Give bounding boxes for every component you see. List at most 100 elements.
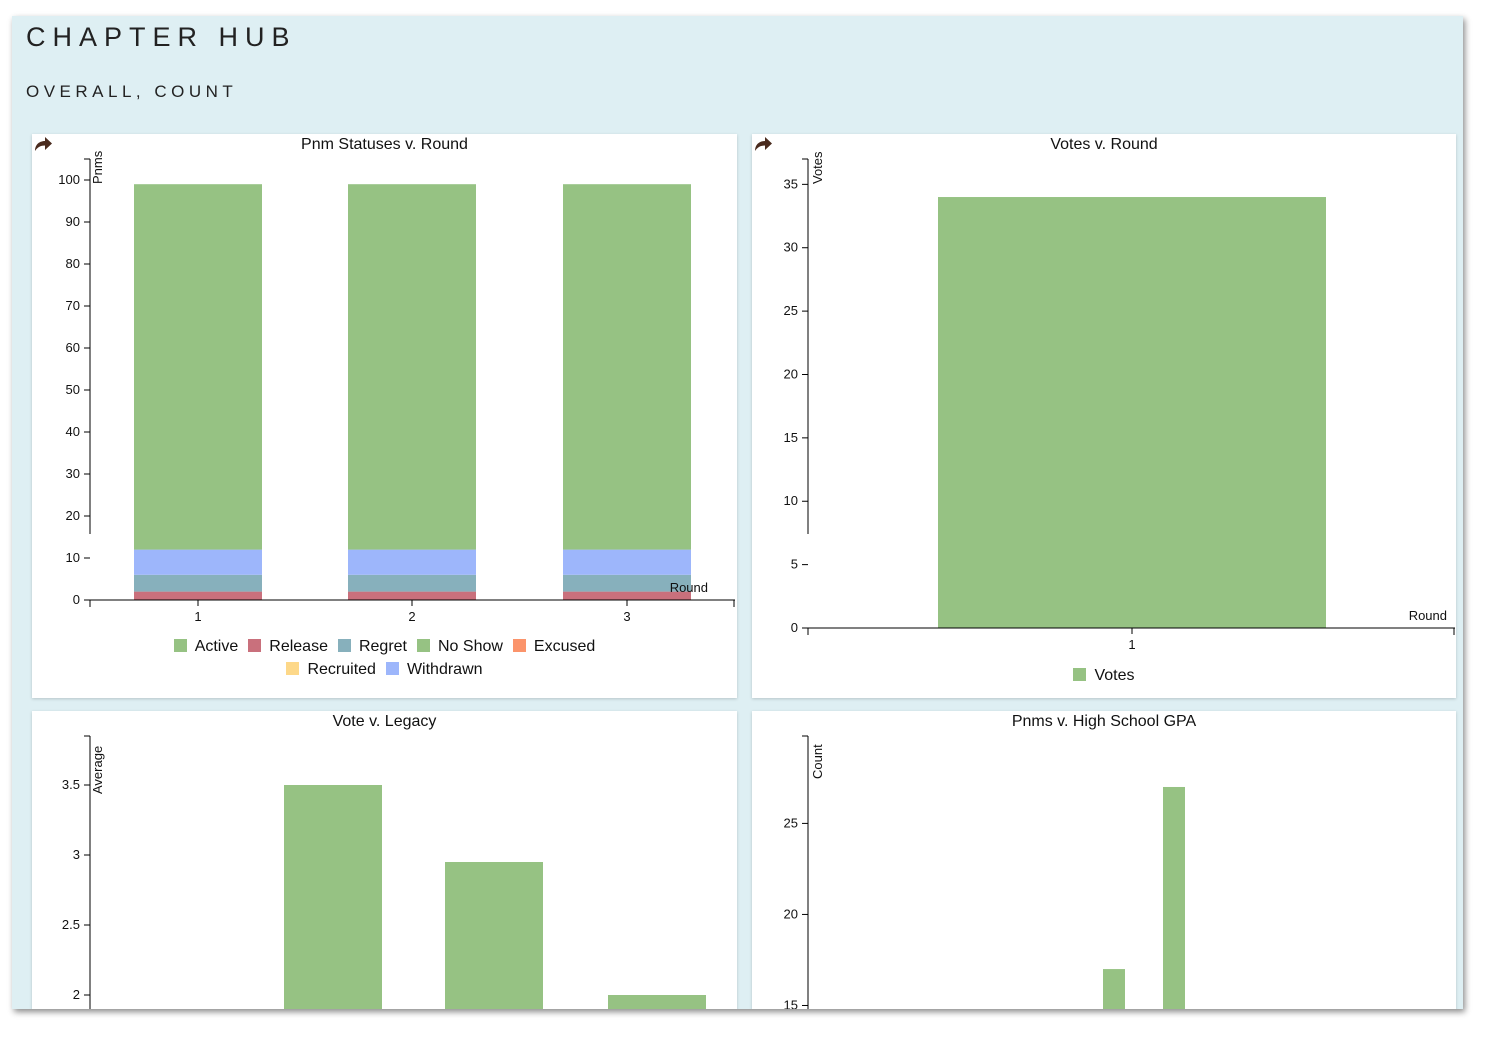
y-tick-label: 20 [784, 906, 798, 921]
chart-panel-pnms-gpa: Pnms v. High School GPA 15 20 25 Count [752, 711, 1456, 1009]
y-tick-label: 30 [66, 466, 80, 481]
y-tick-label: 15 [784, 430, 798, 445]
x-tick-label: 3 [623, 609, 630, 624]
legend-item-release[interactable]: Release [248, 635, 328, 658]
bar-value-1 [284, 785, 382, 1009]
y-tick-label: 90 [66, 214, 80, 229]
chart-legend: Votes [752, 664, 1456, 687]
legend-swatch [417, 639, 430, 652]
bar-active-2 [348, 184, 476, 550]
bar-active-1 [134, 184, 262, 550]
bars [134, 184, 691, 600]
bar-value-2 [1163, 786, 1185, 1009]
legend-item-active[interactable]: Active [173, 635, 239, 658]
y-tick-label: 3.5 [62, 777, 80, 792]
legend-swatch [173, 639, 187, 652]
chart-panel-votes-round: Votes v. Round 0 5 10 15 20 25 30 35 Votes 1 Round… [752, 134, 1456, 698]
bar-votes-1 [938, 197, 1326, 628]
y-tick-label: 3 [73, 847, 80, 862]
legend-item-regret[interactable]: Regret [337, 635, 407, 658]
votes-round-chart: 0 5 10 15 20 25 30 35 Votes 1 Round [784, 151, 1455, 652]
bars [284, 785, 706, 1009]
y-tick-label: 10 [66, 550, 80, 565]
chart-legend: Active Release Regret No Show Excused Recruit… [32, 635, 737, 681]
x-axis-label: Round [670, 580, 708, 595]
bars [1103, 786, 1185, 1009]
y-tick-label: 5 [791, 557, 798, 572]
y-tick-label: 20 [784, 366, 798, 381]
legend-item-withdrawn[interactable]: Withdrawn [385, 658, 483, 681]
bar-release-3 [563, 591, 691, 600]
chart-title: Pnms v. High School GPA [1011, 713, 1197, 730]
legend-label: Release [269, 638, 328, 655]
chart-panel-vote-legacy: Vote v. Legacy 2 2.5 3 3.5 Average [32, 711, 737, 1009]
legend-label: Withdrawn [406, 661, 483, 678]
bar-release-1 [134, 591, 262, 600]
legend-label: Votes [1094, 667, 1135, 684]
vote-legacy-chart: 2 2.5 3 3.5 Average [62, 735, 706, 1009]
y-axis-label: Pnms [90, 150, 105, 184]
bars [938, 197, 1326, 628]
legend-swatch [248, 639, 262, 652]
y-tick-label: 0 [791, 620, 798, 635]
bar-value-2 [445, 862, 543, 1009]
bar-withdrawn-2 [348, 549, 476, 575]
page-subtitle: OVERALL, COUNT [26, 82, 238, 101]
bar-value-1 [1103, 969, 1125, 1009]
y-tick-label: 60 [66, 340, 80, 355]
legend-swatch [512, 639, 526, 652]
x-tick-label: 1 [1128, 637, 1135, 652]
bar-active-3 [563, 184, 691, 550]
legend-label: Regret [358, 638, 407, 655]
pnms-gpa-chart: 15 20 25 Count [784, 735, 1185, 1009]
legend-item-excused[interactable]: Excused [512, 635, 596, 658]
chart-panel-pnm-statuses: Pnm Statuses v. Round 0 10 20 30 40 50 60 70 80 9… [32, 134, 737, 698]
legend-item-votes[interactable]: Votes [1073, 664, 1135, 687]
legend-label: Excused [533, 638, 596, 655]
y-axis-label: Votes [810, 151, 825, 184]
y-tick-label: 0 [73, 592, 80, 607]
share-icon[interactable] [32, 134, 54, 154]
legend-swatch [286, 662, 300, 675]
y-tick-label: 10 [784, 493, 798, 508]
y-tick-label: 25 [784, 815, 798, 830]
bar-release-2 [348, 591, 476, 600]
x-tick-label: 2 [408, 609, 415, 624]
page-title: CHAPTER HUB [26, 22, 297, 52]
y-axis-label: Count [810, 744, 825, 779]
legend-label: Active [194, 638, 239, 655]
chart-title: Votes v. Round [1050, 136, 1158, 153]
pnm-statuses-chart: 0 10 20 30 40 50 60 70 80 90 100 Pnms 1 2 3 Round [58, 150, 735, 624]
y-tick-label: 25 [784, 303, 798, 318]
legend-item-recruited[interactable]: Recruited [286, 658, 376, 681]
legend-item-no-show[interactable]: No Show [417, 635, 503, 658]
chapter-hub-window: CHAPTER HUB OVERALL, COUNT Pnm Statuses … [12, 16, 1463, 1009]
bar-withdrawn-3 [563, 549, 691, 575]
y-tick-label: 50 [66, 382, 80, 397]
legend-swatch [1073, 668, 1087, 681]
y-tick-label: 40 [66, 424, 80, 439]
y-tick-label: 2.5 [62, 917, 80, 932]
bar-withdrawn-1 [134, 549, 262, 575]
y-tick-label: 20 [66, 508, 80, 523]
y-axis-label: Average [90, 746, 105, 794]
y-tick-label: 2 [73, 987, 80, 1002]
y-tick-label: 15 [784, 997, 798, 1009]
bar-value-3 [608, 995, 706, 1009]
y-tick-label: 80 [66, 256, 80, 271]
x-tick-label: 1 [194, 609, 201, 624]
legend-swatch [385, 662, 399, 675]
legend-swatch [337, 639, 351, 652]
y-tick-label: 70 [66, 298, 80, 313]
share-icon[interactable] [752, 134, 774, 154]
bar-regret-2 [348, 574, 476, 592]
bar-regret-1 [134, 574, 262, 592]
legend-label: Recruited [307, 661, 376, 678]
x-axis-label: Round [1409, 608, 1447, 623]
chart-title: Vote v. Legacy [332, 713, 437, 730]
chart-title: Pnm Statuses v. Round [301, 136, 468, 153]
y-tick-label: 30 [784, 240, 798, 255]
y-tick-label: 35 [784, 176, 798, 191]
y-tick-label: 100 [58, 172, 80, 187]
bar-regret-3 [563, 574, 691, 592]
